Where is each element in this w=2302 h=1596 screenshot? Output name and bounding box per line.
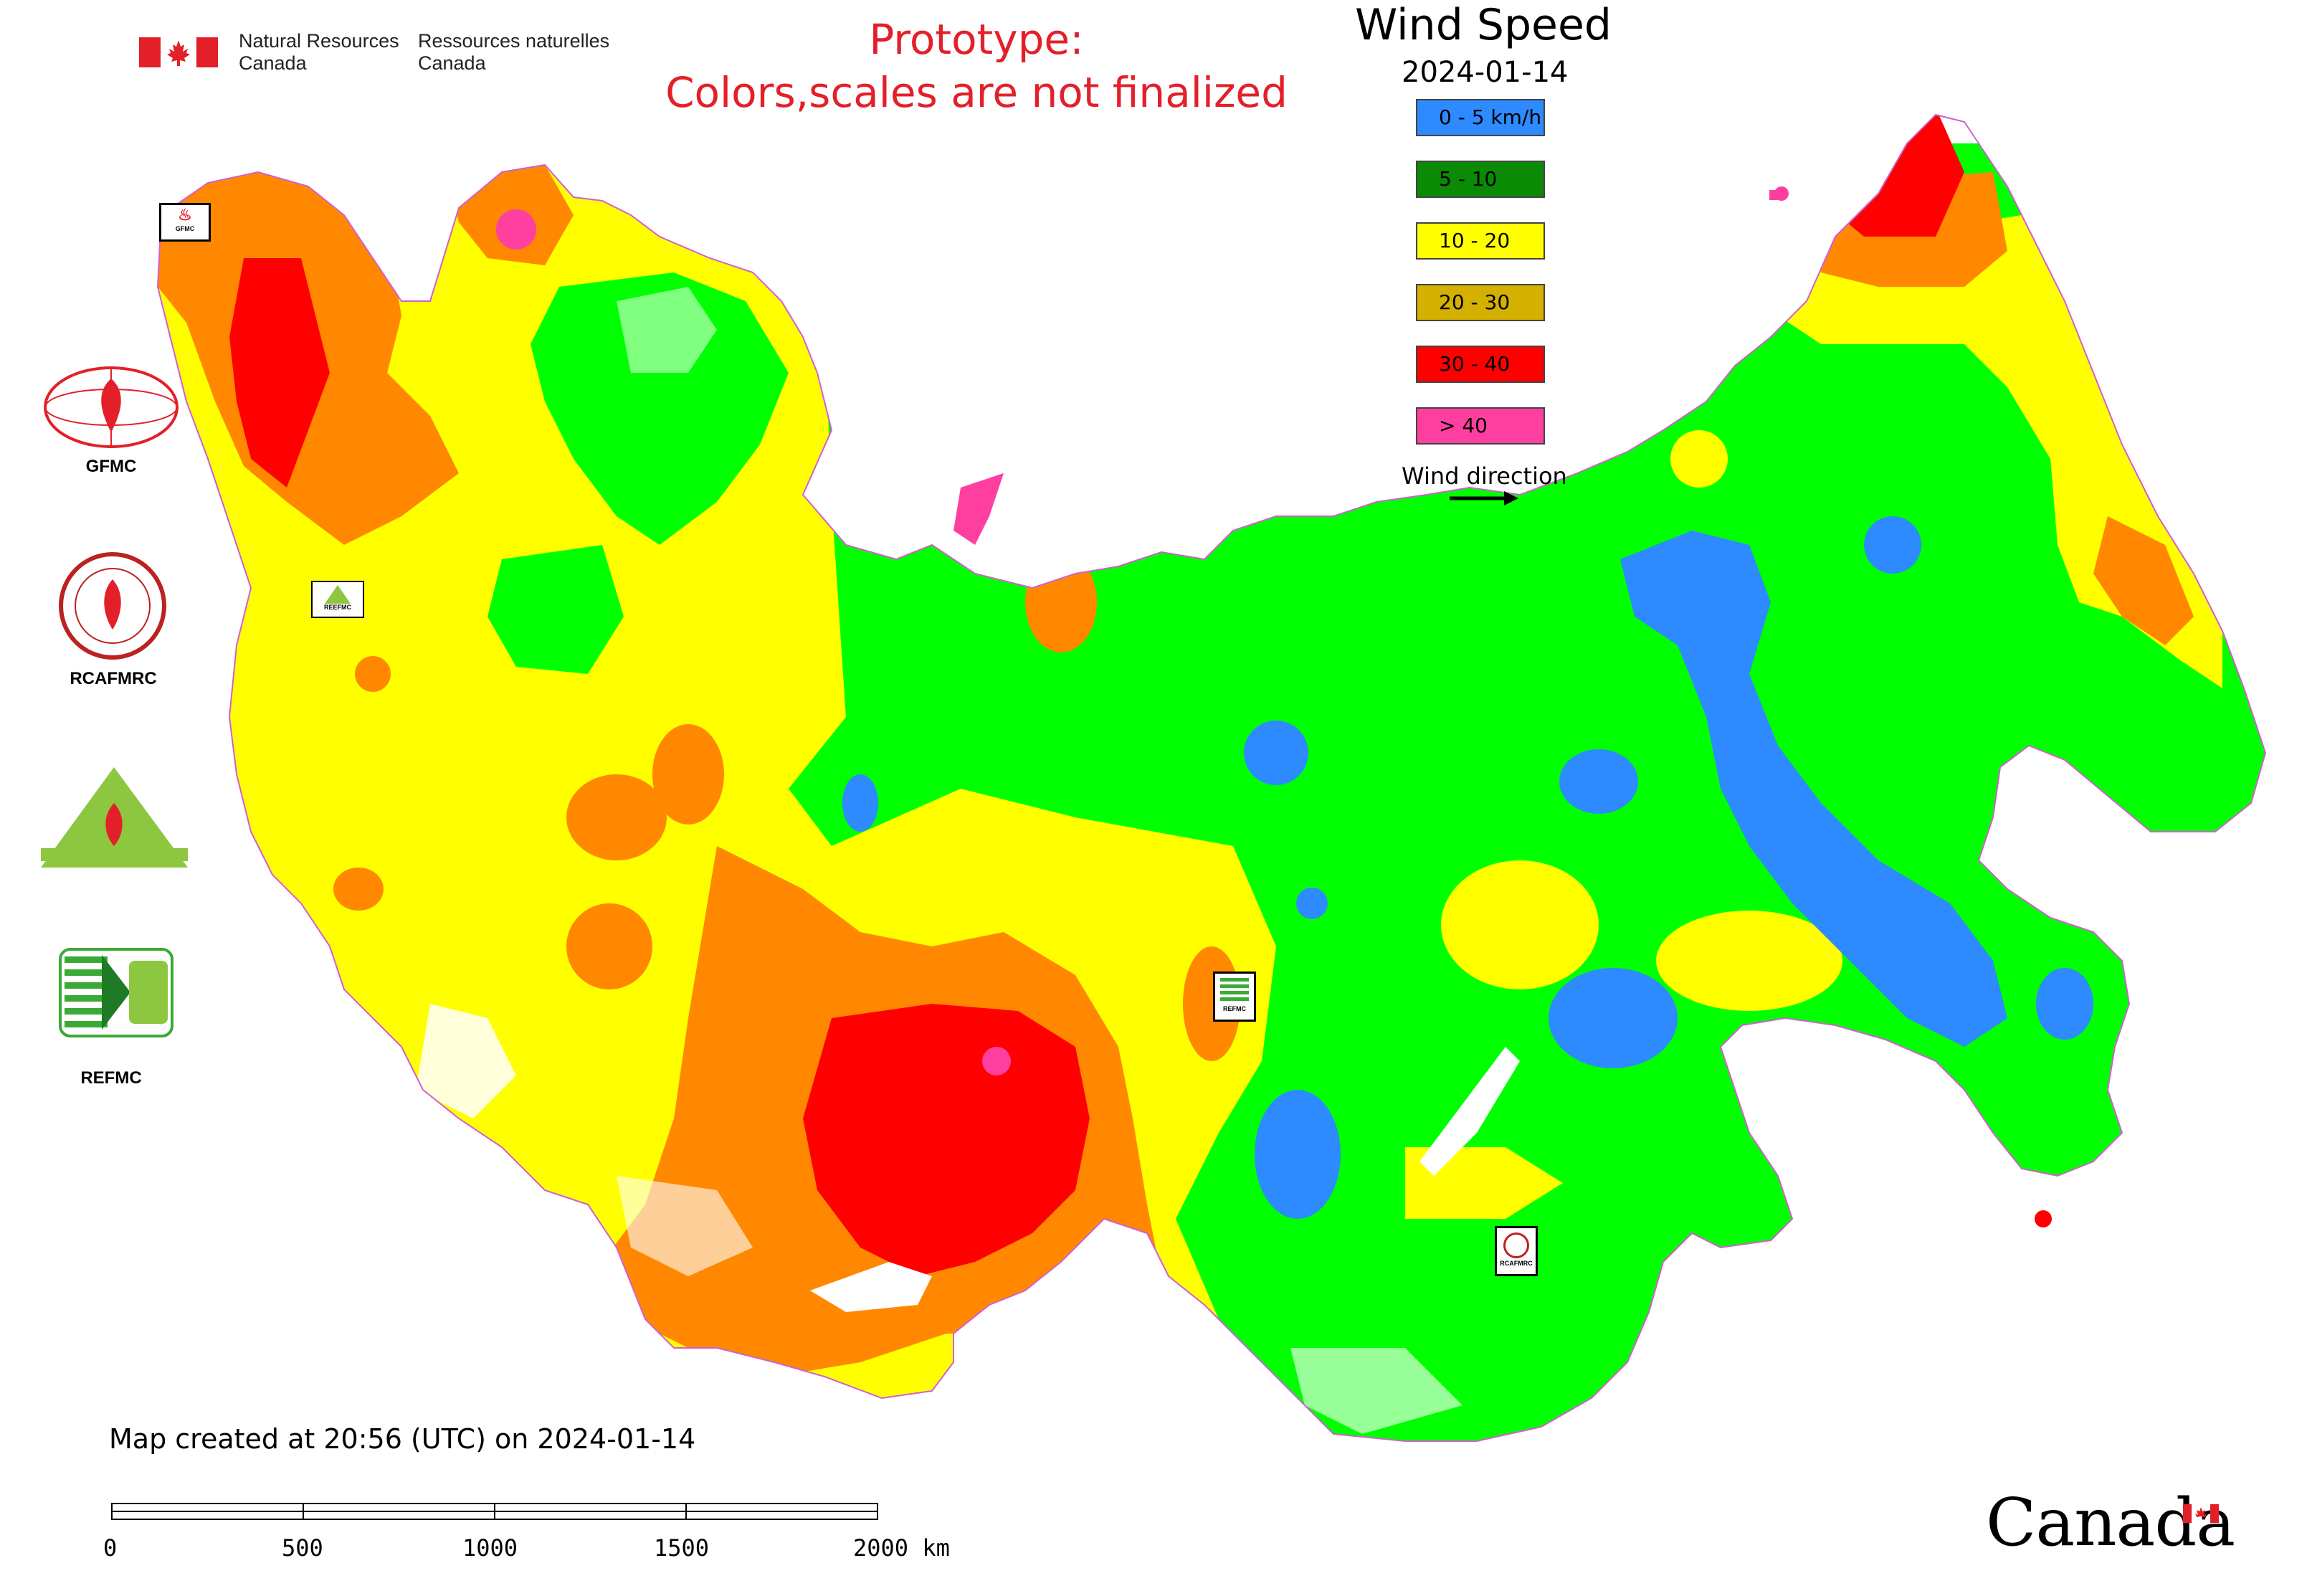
- dept-fr-line1: Ressources naturelles: [418, 30, 610, 52]
- refmc-label: REFMC: [80, 1068, 142, 1088]
- field-moderate-east-2: [1656, 911, 1842, 1011]
- map-stamp-reefmc: REEFMC: [311, 581, 364, 618]
- maple-leaf-icon: [167, 40, 190, 66]
- canada-wordmark: Canada: [1986, 1484, 2235, 1561]
- canada-wordmark-text: Canada: [1986, 1484, 2235, 1561]
- legend-item-gale: > 40: [1416, 407, 1545, 445]
- map-stamp-rcafmrc: RCAFMRC: [1495, 1226, 1538, 1276]
- field-light-karelia: [531, 272, 789, 545]
- field-moderate-east-3: [1670, 430, 1728, 488]
- canada-flag-bar-right: [196, 37, 218, 67]
- field-calm-band: [1620, 531, 2007, 1047]
- field-calm-4: [1255, 1090, 1341, 1219]
- legend-item-moderate: 10 - 20: [1416, 222, 1545, 260]
- dept-en-line2: Canada: [239, 52, 307, 74]
- scale-tick-0: 0: [103, 1534, 118, 1562]
- field-calm-6: [2036, 968, 2093, 1040]
- rcafmrc-seal-icon: [1503, 1232, 1529, 1258]
- map-stamp-refmc-label: REFMC: [1223, 1005, 1246, 1012]
- field-moderate-east-1: [1441, 860, 1599, 989]
- map-stamp-refmc: REFMC: [1213, 972, 1256, 1022]
- gfmc-logo: [44, 366, 179, 448]
- canada-flag-icon: [139, 37, 161, 67]
- scale-tick-1000: 1000: [462, 1534, 518, 1562]
- legend-item-fresh-label: 20 - 30: [1439, 290, 1511, 314]
- field-calm-1: [1244, 721, 1308, 785]
- department-name-fr: Ressources naturelles Canada: [418, 30, 609, 75]
- field-fresh-blob-1: [566, 774, 667, 860]
- field-strong-kazakhstan: [803, 1004, 1090, 1276]
- map-created-text: Map created at 20:56 (UTC) on 2024-01-14: [109, 1423, 696, 1455]
- water-white-patch-1: [416, 1004, 516, 1118]
- field-fresh-blob-2: [652, 724, 724, 825]
- field-calm-7: [842, 774, 878, 832]
- scale-tick-500: 500: [282, 1534, 323, 1562]
- field-fresh-blob-5: [333, 868, 384, 911]
- scale-bar: [111, 1503, 878, 1520]
- map-stamp-gfmc: ♨ GFMC: [159, 203, 211, 242]
- flame-icon: ♨: [178, 206, 192, 224]
- field-gale-kola: [496, 209, 536, 250]
- lake-baikal: [1419, 1047, 1520, 1176]
- field-fresh-blob-6: [1025, 552, 1097, 652]
- water-white-patch-2: [617, 1176, 753, 1276]
- scale-tick-2000-km: 2000 km: [853, 1534, 950, 1562]
- island-marker-3: [2035, 1210, 2052, 1227]
- field-calm-2: [1559, 749, 1638, 814]
- legend-item-moderate-label: 10 - 20: [1439, 229, 1511, 252]
- legend-item-calm-label: 0 - 5 km/h: [1439, 105, 1542, 129]
- field-strong-chukotka: [1821, 115, 1964, 237]
- field-light-central: [487, 545, 624, 674]
- legend-item-calm: 0 - 5 km/h: [1416, 99, 1545, 136]
- canada-wordmark-flag-icon: [2183, 1504, 2219, 1523]
- field-strong-scandinavia: [229, 258, 330, 488]
- legend-item-gale-label: > 40: [1439, 414, 1488, 437]
- island-novaya-zemlya: [953, 473, 1004, 545]
- field-calm-8: [1296, 888, 1328, 919]
- triangle-icon: [325, 585, 351, 604]
- reefmc-logo: [41, 767, 188, 868]
- map-stamp-rcafmrc-label: RCAFMRC: [1500, 1260, 1533, 1267]
- lake-aral: [810, 1262, 932, 1312]
- field-calm-5: [1864, 516, 1921, 574]
- field-fresh-blob-3: [566, 903, 652, 989]
- legend-item-strong: 30 - 40: [1416, 346, 1545, 383]
- field-calm-3: [1549, 968, 1678, 1068]
- scale-tick-1500: 1500: [654, 1534, 710, 1562]
- prototype-notice: Prototype: Colors,scales are not finaliz…: [654, 13, 1299, 119]
- prototype-line1: Prototype:: [869, 15, 1084, 64]
- map-stamp-reefmc-label: REEFMC: [324, 604, 351, 611]
- legend-item-fresh: 20 - 30: [1416, 284, 1545, 321]
- wind-direction-label: Wind direction: [1402, 462, 1567, 490]
- dept-fr-line2: Canada: [418, 52, 486, 74]
- legend-item-light-label: 5 - 10: [1439, 167, 1498, 191]
- field-gale-kazakhstan: [982, 1047, 1011, 1075]
- field-fresh-kamchatka: [2093, 516, 2194, 645]
- legend-title: Wind Speed: [1355, 0, 1612, 50]
- department-name-en: Natural Resources Canada: [239, 30, 399, 75]
- legend-item-strong-label: 30 - 40: [1439, 352, 1511, 376]
- rcafmrc-logo: [59, 552, 166, 660]
- refmc-logo: [59, 948, 173, 1037]
- legend-item-light: 5 - 10: [1416, 161, 1545, 198]
- map-stamp-gfmc-label: GFMC: [175, 225, 195, 232]
- refmc-logo-icon: [1220, 978, 1249, 1004]
- rcafmrc-label: RCAFMRC: [70, 669, 157, 688]
- island-marker-2: [1769, 190, 1779, 200]
- water-white-patch-4: [617, 287, 717, 373]
- water-white-patch-3: [1290, 1348, 1462, 1434]
- dept-en-line1: Natural Resources: [239, 30, 399, 52]
- prototype-line2: Colors,scales are not finalized: [665, 68, 1288, 117]
- legend-date: 2024-01-14: [1402, 56, 1569, 89]
- wind-field: [158, 115, 2265, 1441]
- gfmc-label: GFMC: [85, 457, 137, 476]
- field-fresh-blob-4: [355, 656, 391, 692]
- wind-direction-arrow-icon: [1450, 491, 1518, 505]
